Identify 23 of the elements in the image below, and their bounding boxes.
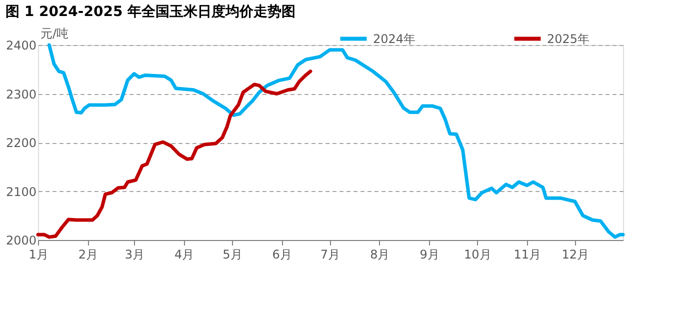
y-axis-title: 元/吨 [40,26,69,40]
y-tick-label: 2000 [6,234,36,248]
chart-title: 图 1 2024-2025 年全国玉米日度均价走势图 [5,3,296,20]
x-tick-label: 8月 [370,248,390,262]
legend-label: 2024年 [373,32,416,46]
y-tick-label: 2400 [6,38,36,52]
x-tick-label: 12月 [562,248,590,262]
y-tick-label: 2300 [6,87,36,102]
y-tick-label: 2100 [6,184,36,199]
x-tick-label: 3月 [124,248,144,262]
x-tick-label: 5月 [222,248,242,262]
x-tick-label: 4月 [174,248,194,262]
line-series [36,70,312,239]
x-tick-label: 10月 [464,248,492,262]
x-tick-label: 11月 [514,248,541,262]
line-series [47,43,625,239]
x-tick-label: 7月 [320,248,340,262]
y-tick-label: 2200 [6,136,36,150]
x-tick-label: 2月 [78,248,98,262]
x-tick-label: 6月 [272,248,292,262]
legend-label: 2025年 [547,32,590,46]
x-tick-label: 9月 [420,248,440,262]
x-tick-label: 1月 [28,248,48,262]
